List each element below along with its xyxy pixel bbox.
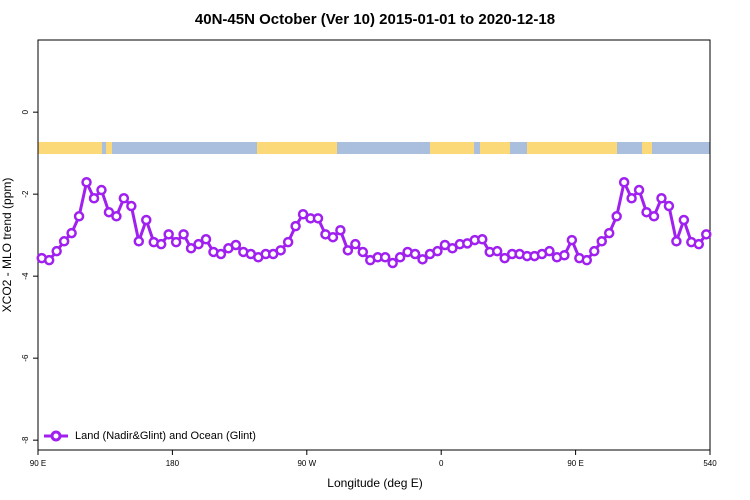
data-point xyxy=(170,236,182,248)
legend-marker xyxy=(50,430,62,442)
data-point xyxy=(335,224,346,236)
data-point xyxy=(66,227,77,239)
data-point xyxy=(633,184,645,196)
data-point xyxy=(43,254,55,266)
data-point xyxy=(133,236,145,247)
data-point xyxy=(432,245,443,257)
data-point xyxy=(111,211,122,222)
x-tick-label: 90 E xyxy=(567,459,583,468)
x-tick-label: 0 xyxy=(439,459,444,468)
data-point xyxy=(200,234,212,245)
data-point xyxy=(178,229,189,240)
data-point xyxy=(73,211,85,222)
data-point xyxy=(417,254,428,265)
data-point xyxy=(275,245,286,256)
data-point xyxy=(163,229,174,240)
data-point xyxy=(350,238,361,250)
data-point xyxy=(648,211,660,222)
data-point xyxy=(566,234,578,246)
y-tick-label: 0 xyxy=(21,109,30,114)
data-point xyxy=(282,236,294,248)
data-point xyxy=(230,239,242,251)
data-point xyxy=(491,245,503,257)
data-point xyxy=(185,243,197,254)
data-point xyxy=(618,177,630,188)
data-point xyxy=(671,236,682,247)
data-point xyxy=(96,184,107,196)
data-point xyxy=(596,236,607,247)
data-point xyxy=(88,193,100,204)
data-point xyxy=(663,200,675,212)
y-tick-label: -4 xyxy=(21,272,30,280)
data-point xyxy=(193,238,204,250)
x-axis-label: Longitude (deg E) xyxy=(327,476,422,490)
data-point xyxy=(51,245,62,257)
data-point xyxy=(641,206,652,218)
data-point xyxy=(409,248,421,260)
data-point xyxy=(626,193,637,204)
data-point xyxy=(312,213,324,224)
data-point xyxy=(701,229,712,240)
data-point xyxy=(58,236,70,247)
data-point xyxy=(693,238,705,250)
data-point xyxy=(155,238,167,250)
y-tick-label: -8 xyxy=(21,436,30,444)
data-point xyxy=(559,250,570,261)
legend-label: Land (Nadir&Glint) and Ocean (Glint) xyxy=(75,430,256,442)
data-point xyxy=(611,211,622,222)
data-point xyxy=(118,193,130,204)
y-tick-label: -2 xyxy=(21,190,30,198)
data-point xyxy=(327,231,339,243)
plot-frame xyxy=(37,39,711,451)
data-point xyxy=(581,254,593,266)
data-point xyxy=(656,193,667,204)
legend: Land (Nadir&Glint) and Ocean (Glint) xyxy=(44,430,256,442)
data-point xyxy=(141,214,152,226)
x-tick-label: 90 E xyxy=(30,459,46,468)
land-ocean-band xyxy=(38,142,710,154)
data-point xyxy=(357,246,369,258)
y-axis-label: XCO2 - MLO trend (ppm) xyxy=(0,178,14,313)
chart-title: 40N-45N October (Ver 10) 2015-01-01 to 2… xyxy=(195,11,555,28)
data-point xyxy=(342,245,354,256)
data-point xyxy=(678,214,690,226)
data-point xyxy=(589,245,600,257)
data-point xyxy=(297,209,309,220)
data-point xyxy=(477,234,488,245)
data-point xyxy=(379,252,391,263)
x-tick-label: 540 xyxy=(703,459,717,468)
data-point xyxy=(126,200,137,212)
data-point xyxy=(394,252,406,263)
data-point xyxy=(499,252,510,264)
data-point xyxy=(603,227,615,239)
x-tick-label: 90 W xyxy=(297,459,316,468)
data-point xyxy=(447,243,458,254)
data-point xyxy=(544,245,555,257)
data-point xyxy=(290,220,301,232)
x-tick-label: 180 xyxy=(166,459,180,468)
data-point xyxy=(81,177,92,188)
data-line xyxy=(41,177,708,265)
data-point xyxy=(387,257,398,269)
data-point xyxy=(215,248,227,260)
y-tick-label: -6 xyxy=(21,354,30,362)
data-point xyxy=(103,206,115,218)
